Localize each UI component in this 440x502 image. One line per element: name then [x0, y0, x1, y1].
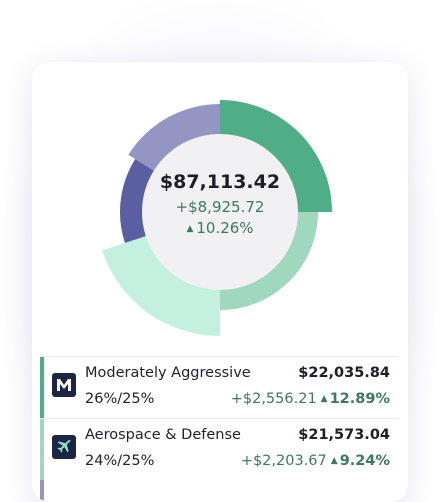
holding-accent-bar: [40, 357, 44, 418]
airplane-icon: [52, 435, 76, 459]
holding-accent-bar: [40, 419, 44, 480]
donut-segments: [102, 100, 332, 336]
donut-svg: [102, 100, 332, 336]
holdings-list: Moderately Aggressive 26%/25% $22,035.84…: [40, 356, 398, 500]
holding-change-amount: +$2,556.21: [230, 391, 317, 407]
donut-segment-2: [220, 212, 318, 310]
donut-segment-4: [119, 159, 154, 243]
holding-allocation: 26%/25%: [85, 391, 155, 407]
total-gain-amount: +$8,925.72: [175, 198, 265, 216]
triangle-up-icon: ▲: [320, 394, 328, 404]
holding-name: Moderately Aggressive: [85, 365, 251, 381]
total-gain-percent-line: ▲ 10.26%: [140, 218, 300, 239]
triangle-up-icon: ▲: [186, 224, 194, 234]
holding-change-percent: 12.89%: [329, 391, 390, 407]
holding-value: $21,573.04: [298, 427, 390, 443]
m-logo-icon: [52, 373, 76, 397]
triangle-up-icon: ▲: [330, 456, 338, 466]
holding-allocation: 24%/25%: [85, 453, 155, 469]
portfolio-card: $87,113.42 +$8,925.72 ▲ 10.26% Moderately…: [32, 62, 408, 502]
donut-center-summary: $87,113.42 +$8,925.72 ▲ 10.26%: [140, 170, 300, 254]
holding-change: +$2,203.67 ▲ 9.24%: [241, 453, 390, 469]
total-gain-percent: 10.26%: [196, 219, 254, 237]
holding-change-percent: 9.24%: [339, 453, 390, 469]
holding-name: Aerospace & Defense: [85, 427, 241, 443]
donut-segment-1: [220, 100, 332, 212]
holding-accent-bar: [40, 480, 44, 500]
holding-row-partial[interactable]: [40, 480, 398, 500]
donut-segment-5: [128, 104, 220, 171]
holding-change: +$2,556.21 ▲ 12.89%: [231, 391, 390, 407]
donut-center-disc: [142, 134, 298, 290]
donut-segment-3: [102, 236, 220, 336]
total-value: $87,113.42: [159, 171, 281, 193]
holding-value: $22,035.84: [298, 365, 390, 381]
holding-change-amount: +$2,203.67: [240, 453, 327, 469]
holding-row[interactable]: Aerospace & Defense 24%/25% $21,573.04 +…: [40, 418, 398, 480]
allocation-donut-chart: $87,113.42 +$8,925.72 ▲ 10.26%: [32, 62, 408, 362]
holding-row[interactable]: Moderately Aggressive 26%/25% $22,035.84…: [40, 356, 398, 418]
